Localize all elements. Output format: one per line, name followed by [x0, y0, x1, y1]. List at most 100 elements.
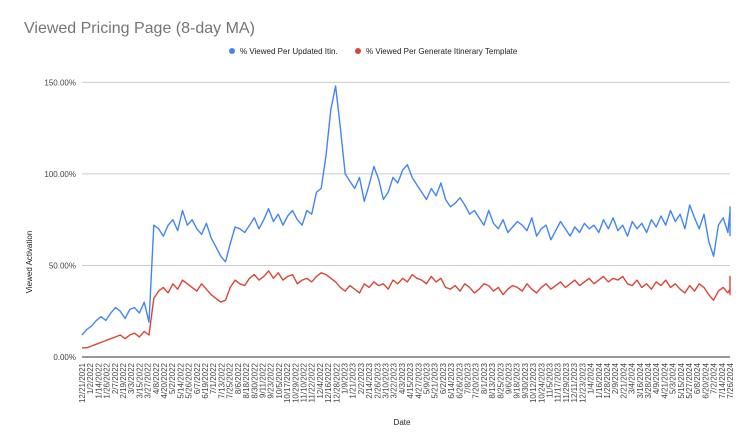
- x-tick-label: 7/25/2022: [226, 362, 235, 398]
- x-tick-label: 9/23/2022: [267, 362, 276, 398]
- x-tick-label: 3/3/2022: [127, 362, 136, 394]
- x-tick-label: 6/19/2022: [201, 362, 210, 398]
- x-tick-label: 3/10/2023: [381, 362, 390, 398]
- x-tick-label: 2/2/2023: [357, 362, 366, 394]
- x-tick-label: 4/21/2024: [660, 362, 669, 398]
- x-tick-label: 3/27/2022: [144, 362, 153, 398]
- x-tick-label: 4/3/2023: [398, 362, 407, 394]
- x-tick-label: 3/22/2023: [390, 362, 399, 398]
- x-tick-label: 4/27/2023: [414, 362, 423, 398]
- x-tick-label: 8/25/2023: [496, 362, 505, 398]
- x-tick-label: 1/4/2024: [587, 362, 596, 394]
- x-tick-label: 2/21/2024: [619, 362, 628, 398]
- x-tick-label: 7/20/2023: [472, 362, 481, 398]
- x-tick-label: 4/20/2022: [160, 362, 169, 398]
- x-tick-label: 12/16/2022: [324, 362, 333, 403]
- legend-item-series-1[interactable]: % Viewed Per Updated Itin.: [229, 47, 338, 56]
- y-tick-label: 100.00%: [44, 170, 76, 179]
- x-tick-label: 8/6/2022: [234, 362, 243, 394]
- x-tick-label: 5/21/2023: [431, 362, 440, 398]
- x-tick-label: 6/14/2023: [447, 362, 456, 398]
- x-tick-label: 4/9/2024: [652, 362, 661, 394]
- x-tick-label: 5/26/2022: [185, 362, 194, 398]
- x-tick-label: 6/26/2023: [455, 362, 464, 398]
- x-tick-label: 5/3/2024: [669, 362, 678, 394]
- x-tick-label: 2/14/2023: [365, 362, 374, 398]
- series-line-2: [82, 270, 731, 349]
- x-tick-label: 9/18/2023: [513, 362, 522, 398]
- x-tick-label: 12/23/2023: [578, 362, 587, 403]
- y-axis-label: Viewed Activation: [25, 231, 34, 294]
- x-tick-label: 2/26/2023: [373, 362, 382, 398]
- x-tick-label: 9/6/2023: [505, 362, 514, 394]
- x-axis-label: Date: [394, 418, 411, 427]
- x-tick-label: 7/8/2023: [464, 362, 473, 394]
- x-tick-label: 5/14/2022: [176, 362, 185, 398]
- x-tick-label: 6/8/2024: [693, 362, 702, 394]
- x-tick-label: 7/2/2024: [710, 362, 719, 394]
- x-tick-label: 1/26/2022: [103, 362, 112, 398]
- x-tick-label: 10/12/2023: [529, 362, 538, 403]
- x-tick-label: 12/4/2022: [316, 362, 325, 398]
- x-tick-label: 1/2/2022: [86, 362, 95, 394]
- x-tick-label: 5/2/2022: [168, 362, 177, 394]
- x-tick-label: 6/7/2022: [193, 362, 202, 394]
- series-lines: [81, 85, 731, 349]
- series-line-1: [81, 85, 731, 336]
- x-tick-label: 9/11/2022: [258, 362, 267, 398]
- x-tick-label: 11/29/2023: [562, 362, 571, 402]
- x-tick-label: 7/14/2024: [718, 362, 727, 398]
- x-tick-label: 11/17/2023: [554, 362, 563, 402]
- x-tick-label: 10/24/2023: [537, 362, 546, 403]
- x-axis-ticks: 12/21/2021 1/2/2022 1/14/2022 1/26/2022 2/7/…: [78, 362, 735, 403]
- legend-label-series-1: % Viewed Per Updated Itin.: [240, 47, 338, 56]
- x-tick-label: 3/4/2024: [628, 362, 637, 394]
- legend-item-series-2[interactable]: % Viewed Per Generate Itinerary Template: [355, 47, 518, 56]
- y-tick-label: 50.00%: [49, 261, 76, 270]
- x-tick-label: 3/28/2024: [644, 362, 653, 398]
- x-tick-label: 6/20/2024: [701, 362, 710, 398]
- x-tick-label: 12/28/2022: [332, 362, 341, 403]
- y-axis-ticks: 0.00% 50.00% 100.00% 150.00%: [44, 78, 76, 362]
- x-tick-label: 7/26/2024: [726, 362, 735, 398]
- legend-marker-series-1: [229, 48, 235, 54]
- x-tick-label: 7/13/2022: [217, 362, 226, 398]
- x-tick-label: 2/19/2022: [119, 362, 128, 398]
- x-tick-label: 7/1/2022: [209, 362, 218, 394]
- x-tick-label: 1/9/2023: [340, 362, 349, 394]
- x-tick-label: 12/21/2021: [78, 362, 87, 403]
- x-tick-label: 5/27/2024: [685, 362, 694, 398]
- x-tick-label: 3/16/2024: [636, 362, 645, 398]
- x-tick-label: 8/13/2023: [488, 362, 497, 398]
- x-tick-label: 3/15/2022: [135, 362, 144, 398]
- x-tick-label: 2/7/2022: [111, 362, 120, 394]
- x-tick-label: 8/18/2022: [242, 362, 251, 398]
- x-tick-label: 10/17/2022: [283, 362, 292, 403]
- x-tick-label: 4/15/2023: [406, 362, 415, 398]
- x-tick-label: 5/9/2023: [423, 362, 432, 394]
- chart-title: Viewed Pricing Page (8-day MA): [24, 20, 255, 37]
- x-tick-label: 4/8/2022: [152, 362, 161, 394]
- x-tick-label: 11/22/2022: [308, 362, 317, 402]
- y-tick-label: 0.00%: [53, 353, 76, 362]
- x-tick-label: 1/28/2024: [603, 362, 612, 398]
- x-tick-label: 1/21/2023: [349, 362, 358, 398]
- legend: % Viewed Per Updated Itin. % Viewed Per …: [229, 47, 518, 56]
- legend-marker-series-2: [355, 48, 361, 54]
- x-tick-label: 6/2/2023: [439, 362, 448, 394]
- x-tick-label: 5/15/2024: [677, 362, 686, 398]
- x-tick-label: 8/30/2022: [250, 362, 259, 398]
- gridlines: [82, 81, 730, 358]
- x-tick-label: 10/29/2022: [291, 362, 300, 403]
- x-tick-label: 12/11/2023: [570, 362, 579, 402]
- y-tick-label: 150.00%: [44, 78, 76, 87]
- x-tick-label: 2/9/2024: [611, 362, 620, 394]
- x-tick-label: 1/14/2022: [94, 362, 103, 398]
- x-tick-label: 8/1/2023: [480, 362, 489, 394]
- x-tick-label: 11/10/2022: [299, 362, 308, 402]
- x-tick-label: 9/30/2023: [521, 362, 530, 398]
- x-tick-label: 1/16/2024: [595, 362, 604, 398]
- legend-label-series-2: % Viewed Per Generate Itinerary Template: [366, 47, 518, 56]
- x-tick-label: 10/5/2022: [275, 362, 284, 398]
